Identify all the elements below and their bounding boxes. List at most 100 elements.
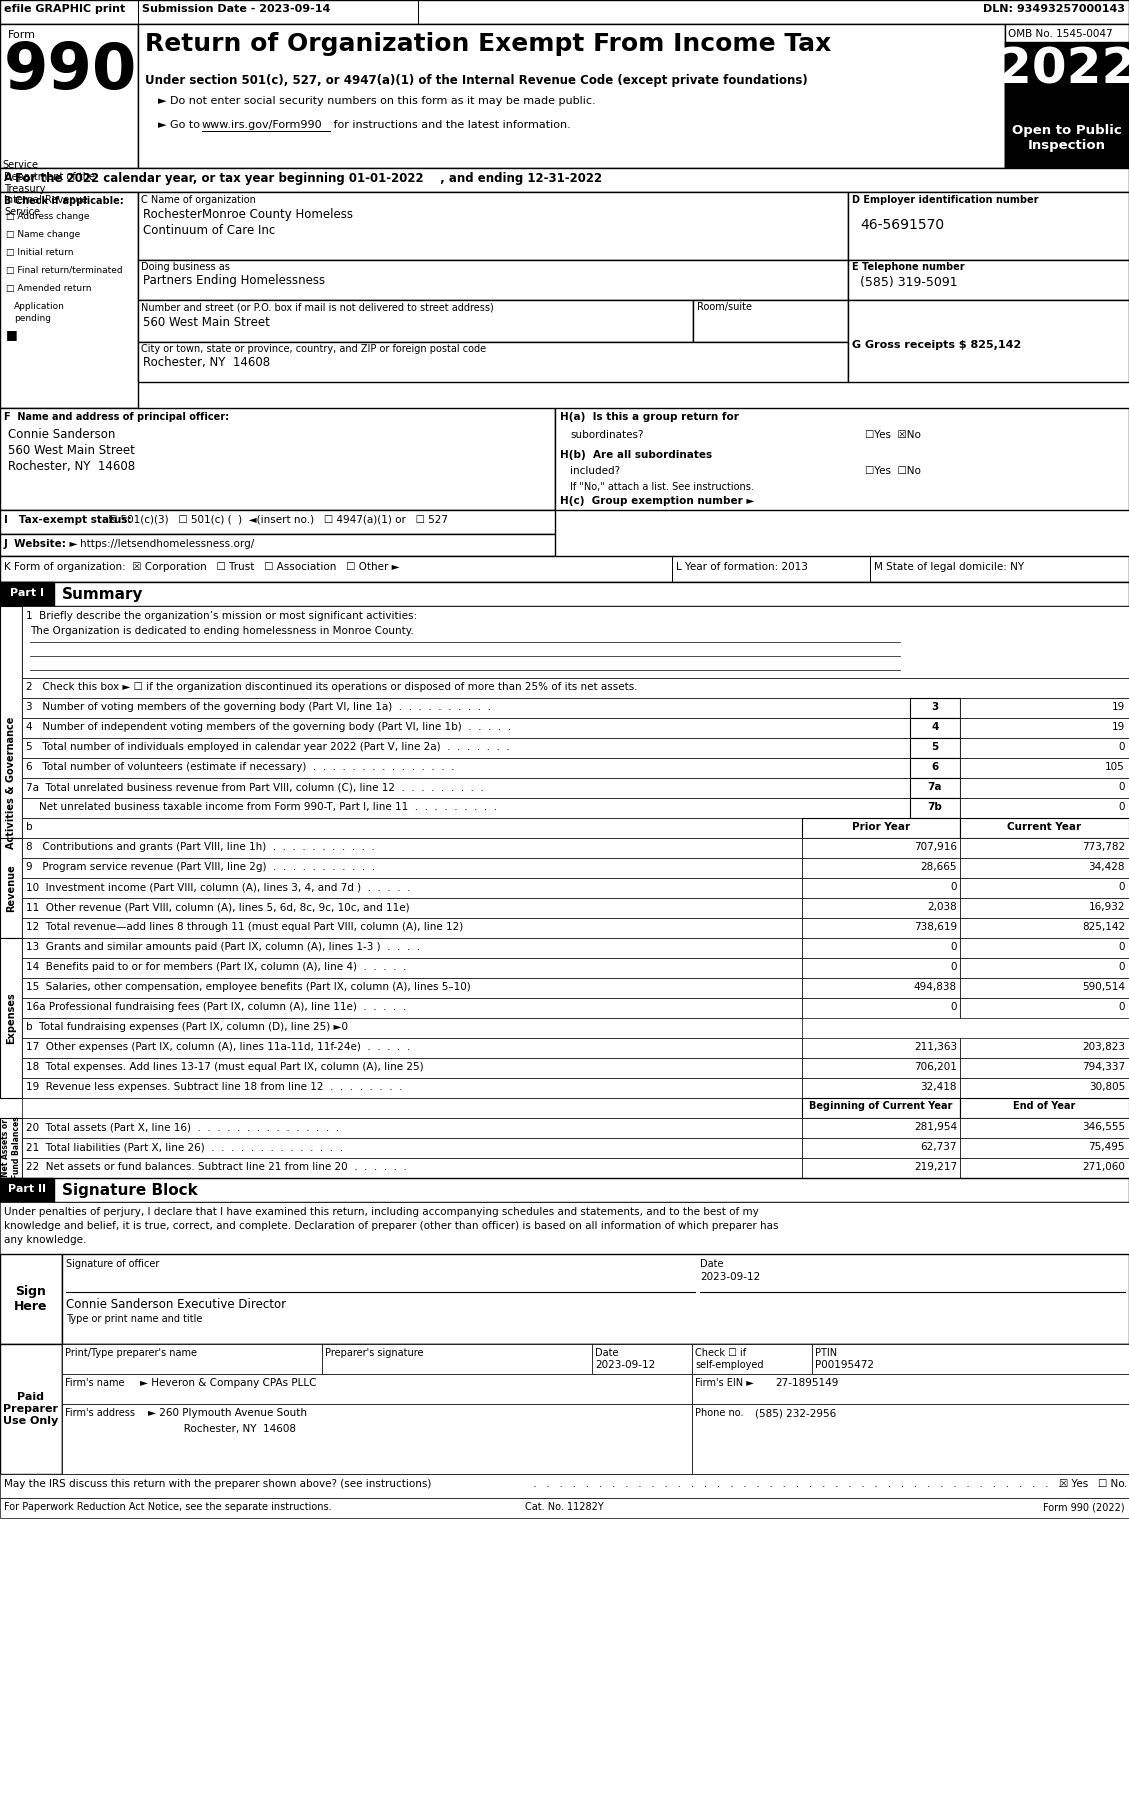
Text: 7a: 7a <box>928 782 943 793</box>
Bar <box>0 582 54 606</box>
Bar <box>0 1177 54 1203</box>
Bar <box>910 798 960 818</box>
Text: End of Year: End of Year <box>1013 1101 1075 1110</box>
Bar <box>21 1097 802 1117</box>
Text: 271,060: 271,060 <box>1082 1163 1124 1172</box>
Text: □ Final return/terminated: □ Final return/terminated <box>6 267 123 276</box>
Text: 20  Total assets (Part X, line 16)  .  .  .  .  .  .  .  .  .  .  .  .  .  .  .: 20 Total assets (Part X, line 16) . . . … <box>26 1123 339 1132</box>
Text: (585) 232-2956: (585) 232-2956 <box>755 1408 837 1419</box>
Text: Under section 501(c), 527, or 4947(a)(1) of the Internal Revenue Code (except pr: Under section 501(c), 527, or 4947(a)(1)… <box>145 74 807 87</box>
Bar <box>960 958 1129 978</box>
Text: ■: ■ <box>6 328 18 341</box>
Bar <box>21 698 910 718</box>
Text: 219,217: 219,217 <box>913 1163 957 1172</box>
Bar <box>802 938 960 958</box>
Text: H(b)  Are all subordinates: H(b) Are all subordinates <box>560 450 712 461</box>
Bar <box>0 24 138 169</box>
Text: Partners Ending Homelessness: Partners Ending Homelessness <box>143 274 325 287</box>
Bar <box>62 1344 1129 1475</box>
Text: F  Name and address of principal officer:: F Name and address of principal officer: <box>5 412 229 423</box>
Text: 738,619: 738,619 <box>913 922 957 932</box>
Bar <box>960 718 1129 738</box>
Bar <box>960 738 1129 758</box>
Text: 14  Benefits paid to or for members (Part IX, column (A), line 4)  .  .  .  .  .: 14 Benefits paid to or for members (Part… <box>26 961 406 972</box>
Text: Rochester, NY  14608: Rochester, NY 14608 <box>143 356 270 368</box>
Text: any knowledge.: any knowledge. <box>5 1235 87 1244</box>
Text: K Form of organization:  ☒ Corporation   ☐ Trust   ☐ Association   ☐ Other ►: K Form of organization: ☒ Corporation ☐ … <box>5 562 400 571</box>
Text: efile GRAPHIC print: efile GRAPHIC print <box>5 4 125 15</box>
Bar <box>960 818 1129 838</box>
Text: For the 2022 calendar year, or tax year beginning 01-01-2022    , and ending 12-: For the 2022 calendar year, or tax year … <box>15 172 602 185</box>
Text: Form: Form <box>8 31 36 40</box>
Text: ► Do not enter social security numbers on this form as it may be made public.: ► Do not enter social security numbers o… <box>158 96 596 105</box>
Text: 494,838: 494,838 <box>913 981 957 992</box>
Bar <box>802 1117 960 1137</box>
Text: □ Initial return: □ Initial return <box>6 249 73 258</box>
Bar <box>0 192 138 408</box>
Text: Check ☐ if: Check ☐ if <box>695 1348 746 1359</box>
Bar <box>0 408 555 510</box>
Text: .   .   .   .   .   .   .   .   .   .   .   .   .   .   .   .   .   .   .   .   : . . . . . . . . . . . . . . . . . . . . <box>530 1478 1129 1489</box>
Bar <box>0 1498 1129 1518</box>
Text: b  Total fundraising expenses (Part IX, column (D), line 25) ►0: b Total fundraising expenses (Part IX, c… <box>26 1021 348 1032</box>
Bar <box>62 1253 1129 1344</box>
Text: H(c)  Group exemption number ►: H(c) Group exemption number ► <box>560 495 754 506</box>
Text: ☐Yes  ☒No: ☐Yes ☒No <box>865 430 921 441</box>
Bar <box>21 778 910 798</box>
Bar <box>592 1344 692 1373</box>
Text: PTIN: PTIN <box>815 1348 837 1359</box>
Text: Preparer's signature: Preparer's signature <box>325 1348 423 1359</box>
Bar <box>0 1253 62 1344</box>
Text: 7b: 7b <box>928 802 943 813</box>
Bar <box>848 259 1129 299</box>
Text: 2,038: 2,038 <box>927 902 957 912</box>
Bar <box>21 998 802 1018</box>
Text: □ Name change: □ Name change <box>6 230 80 239</box>
Bar <box>960 798 1129 818</box>
Bar <box>21 678 1129 698</box>
Text: 6   Total number of volunteers (estimate if necessary)  .  .  .  .  .  .  .  .  : 6 Total number of volunteers (estimate i… <box>26 762 455 773</box>
Text: 707,916: 707,916 <box>914 842 957 853</box>
Text: Connie Sanderson: Connie Sanderson <box>8 428 115 441</box>
Text: 11  Other revenue (Part VIII, column (A), lines 5, 6d, 8c, 9c, 10c, and 11e): 11 Other revenue (Part VIII, column (A),… <box>26 902 410 912</box>
Text: Service: Service <box>2 160 38 171</box>
Text: Submission Date - 2023-09-14: Submission Date - 2023-09-14 <box>142 4 331 15</box>
Bar <box>0 1177 1129 1203</box>
Bar <box>693 299 848 343</box>
Text: Type or print name and title: Type or print name and title <box>65 1313 202 1324</box>
Bar <box>21 1117 802 1137</box>
Text: M State of legal domicile: NY: M State of legal domicile: NY <box>874 562 1024 571</box>
Bar <box>692 1344 812 1373</box>
Text: 46-5691570: 46-5691570 <box>860 218 944 232</box>
Text: ► 260 Plymouth Avenue South: ► 260 Plymouth Avenue South <box>148 1408 307 1419</box>
Text: 0: 0 <box>951 941 957 952</box>
Text: 346,555: 346,555 <box>1082 1123 1124 1132</box>
Bar <box>62 1373 692 1404</box>
Text: 203,823: 203,823 <box>1082 1041 1124 1052</box>
Text: (585) 319-5091: (585) 319-5091 <box>860 276 957 288</box>
Text: ► Heveron & Company CPAs PLLC: ► Heveron & Company CPAs PLLC <box>140 1379 316 1388</box>
Text: 0: 0 <box>951 961 957 972</box>
Bar <box>555 408 1129 510</box>
Bar <box>21 738 910 758</box>
Text: 8   Contributions and grants (Part VIII, line 1h)  .  .  .  .  .  .  .  .  .  . : 8 Contributions and grants (Part VIII, l… <box>26 842 375 853</box>
Text: City or town, state or province, country, and ZIP or foreign postal code: City or town, state or province, country… <box>141 345 487 354</box>
Bar <box>802 1078 960 1097</box>
Text: 15  Salaries, other compensation, employee benefits (Part IX, column (A), lines : 15 Salaries, other compensation, employe… <box>26 981 471 992</box>
Text: 794,337: 794,337 <box>1082 1061 1124 1072</box>
Text: 2   Check this box ► ☐ if the organization discontinued its operations or dispos: 2 Check this box ► ☐ if the organization… <box>26 682 638 691</box>
Text: Net unrelated business taxable income from Form 990-T, Part I, line 11  .  .  . : Net unrelated business taxable income fr… <box>26 802 497 813</box>
Bar <box>138 343 848 383</box>
Bar <box>960 1117 1129 1137</box>
Bar <box>0 510 555 533</box>
Text: 18  Total expenses. Add lines 13-17 (must equal Part IX, column (A), line 25): 18 Total expenses. Add lines 13-17 (must… <box>26 1061 423 1072</box>
Text: 773,782: 773,782 <box>1082 842 1124 853</box>
Text: pending: pending <box>14 314 51 323</box>
Bar <box>692 1404 1129 1475</box>
Text: G Gross receipts $ 825,142: G Gross receipts $ 825,142 <box>852 339 1022 350</box>
Bar <box>138 192 848 259</box>
Text: Print/Type preparer's name: Print/Type preparer's name <box>65 1348 196 1359</box>
Text: E Telephone number: E Telephone number <box>852 261 964 272</box>
Bar <box>21 1038 802 1058</box>
Bar <box>0 1203 1129 1253</box>
